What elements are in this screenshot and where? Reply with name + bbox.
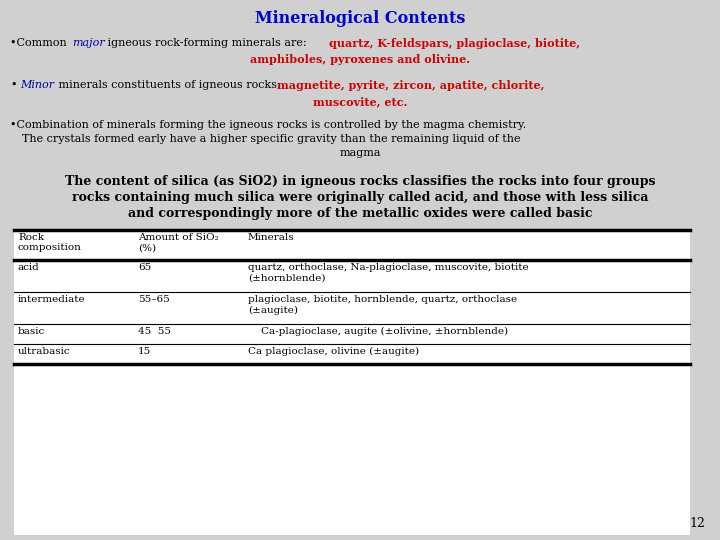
Text: ultrabasic: ultrabasic [18,347,71,356]
Text: igneous rock-forming minerals are:: igneous rock-forming minerals are: [104,38,310,48]
Text: The crystals formed early have a higher specific gravity than the remaining liqu: The crystals formed early have a higher … [22,134,521,144]
Text: Ca-plagioclase, augite (±olivine, ±hornblende): Ca-plagioclase, augite (±olivine, ±hornb… [248,327,508,336]
Text: Amount of SiO₂
(%): Amount of SiO₂ (%) [138,233,219,252]
Text: basic: basic [18,327,45,336]
Text: minerals constituents of igneous rocks:: minerals constituents of igneous rocks: [55,80,284,90]
Text: 65: 65 [138,263,151,272]
Text: The content of silica (as SiO2) in igneous rocks classifies the rocks into four : The content of silica (as SiO2) in igneo… [65,175,655,188]
Text: quartz, orthoclase, Na-plagioclase, muscovite, biotite
(±hornblende): quartz, orthoclase, Na-plagioclase, musc… [248,263,528,282]
Text: magnetite, pyrite, zircon, apatite, chlorite,: magnetite, pyrite, zircon, apatite, chlo… [277,80,544,91]
Text: plagioclase, biotite, hornblende, quartz, orthoclase
(±augite): plagioclase, biotite, hornblende, quartz… [248,295,517,314]
Text: rocks containing much silica were originally called acid, and those with less si: rocks containing much silica were origin… [72,191,648,204]
Text: magma: magma [339,148,381,158]
Text: •Common: •Common [10,38,71,48]
Text: muscovite, etc.: muscovite, etc. [312,96,408,107]
Text: Ca plagioclase, olivine (±augite): Ca plagioclase, olivine (±augite) [248,347,419,356]
Text: Rock
composition: Rock composition [18,233,82,252]
Text: Minor: Minor [20,80,54,90]
Text: acid: acid [18,263,40,272]
Text: Minerals: Minerals [248,233,294,242]
Text: 12: 12 [689,517,705,530]
Text: and correspondingly more of the metallic oxides were called basic: and correspondingly more of the metallic… [127,207,593,220]
Text: intermediate: intermediate [18,295,86,304]
Text: •: • [10,80,17,90]
Text: •Combination of minerals forming the igneous rocks is controlled by the magma ch: •Combination of minerals forming the ign… [10,120,526,130]
Bar [14,230,690,535]
Text: 15: 15 [138,347,151,356]
Text: quartz, K-feldspars, plagioclase, biotite,: quartz, K-feldspars, plagioclase, biotit… [329,38,580,49]
Text: Mineralogical Contents: Mineralogical Contents [255,10,465,27]
Text: major: major [72,38,104,48]
Text: 55–65: 55–65 [138,295,170,304]
Text: 45  55: 45 55 [138,327,171,336]
Text: amphiboles, pyroxenes and olivine.: amphiboles, pyroxenes and olivine. [250,54,470,65]
